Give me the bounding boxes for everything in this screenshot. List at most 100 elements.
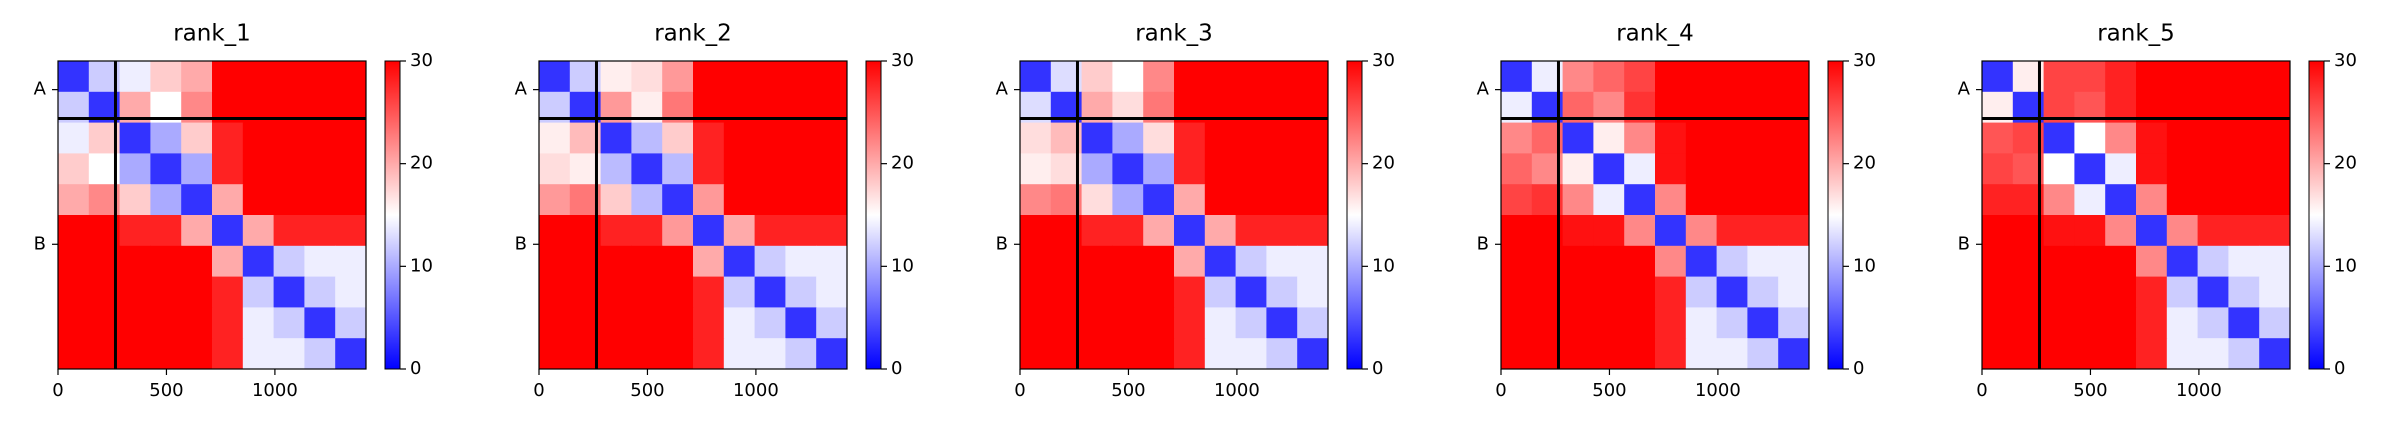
- heat-cell: [2166, 307, 2199, 339]
- heat-cell: [242, 276, 275, 308]
- heat-cell: [1174, 184, 1206, 216]
- heat-cell: [181, 245, 213, 278]
- heat-cell: [58, 153, 90, 185]
- heat-cell: [1020, 276, 1052, 308]
- heat-cell: [1655, 307, 1687, 339]
- heat-cell: [693, 215, 725, 247]
- y-tick-label: A: [34, 79, 47, 100]
- y-tick-label: B: [996, 233, 1008, 254]
- heat-cell: [2197, 338, 2229, 370]
- heat-cell: [2136, 122, 2168, 154]
- heat-cell: [1143, 153, 1175, 185]
- heat-cell: [242, 307, 275, 339]
- heat-cell: [600, 307, 632, 339]
- heat-cell: [1982, 276, 2014, 308]
- heat-cell: [335, 61, 367, 93]
- heat-cell: [304, 307, 336, 339]
- heat-cell: [119, 153, 151, 185]
- heat-cell: [1685, 122, 1718, 154]
- heat-cell: [1593, 245, 1625, 278]
- plot-frame: [538, 60, 848, 370]
- heat-cell: [1982, 245, 2014, 278]
- heat-cell: [1235, 338, 1267, 370]
- heat-cell: [2197, 307, 2229, 339]
- heat-cell: [304, 153, 336, 185]
- heat-cell: [58, 184, 90, 216]
- heat-cell: [1778, 245, 1810, 278]
- heat-cell: [1593, 153, 1625, 185]
- heat-cell: [2074, 61, 2106, 93]
- heat-cell: [1747, 245, 1779, 278]
- heat-cell: [1204, 245, 1237, 278]
- x-tick-label: 500: [1111, 380, 1145, 401]
- heat-cell: [539, 276, 571, 308]
- heat-cell: [1081, 153, 1113, 185]
- heat-cell: [539, 338, 571, 370]
- heat-cell: [1081, 122, 1113, 154]
- heat-cell: [2228, 61, 2260, 93]
- heat-cell: [1778, 338, 1810, 370]
- x-tick-label: 500: [149, 380, 183, 401]
- heat-cell: [631, 307, 663, 339]
- heat-cell: [2259, 276, 2291, 308]
- heat-cell: [2228, 153, 2260, 185]
- heat-cell: [2259, 338, 2291, 370]
- heat-cell: [1235, 184, 1267, 216]
- heat-cell: [1174, 215, 1206, 247]
- heat-cell: [1112, 215, 1144, 247]
- heat-cell: [1020, 215, 1052, 247]
- heat-cell: [1747, 153, 1779, 185]
- heat-cell: [2259, 153, 2291, 185]
- heat-cell: [1747, 276, 1779, 308]
- heat-cell: [1501, 153, 1533, 185]
- heat-cell: [1778, 307, 1810, 339]
- heat-cell: [754, 307, 786, 339]
- heat-cell: [119, 245, 151, 278]
- heat-cell: [600, 276, 632, 308]
- heat-cell: [242, 245, 275, 278]
- heat-cell: [2074, 215, 2106, 247]
- panel: rank_2 0 500 1000 A B 0 10 20 30: [515, 21, 914, 402]
- heat-cell: [212, 153, 244, 185]
- heat-cell: [785, 184, 817, 216]
- x-tick-label: 0: [533, 380, 544, 401]
- heat-cell: [1297, 215, 1329, 247]
- heat-cell: [1235, 215, 1267, 247]
- heat-cell: [1747, 184, 1779, 216]
- heat-cell: [1266, 307, 1298, 339]
- heat-cell: [1174, 245, 1206, 278]
- heat-cell: [693, 184, 725, 216]
- heat-cell: [693, 276, 725, 308]
- colorbar-tick-label: 20: [1372, 153, 1395, 174]
- colorbar-tick-label: 20: [891, 153, 914, 174]
- x-tick-label: 0: [1495, 380, 1506, 401]
- heat-cell: [1624, 245, 1656, 278]
- heat-cell: [600, 61, 632, 93]
- x-tick-label: 0: [1976, 380, 1987, 401]
- y-tick-label: A: [1477, 79, 1490, 100]
- heat-cell: [1204, 338, 1237, 370]
- heat-cell: [1982, 184, 2014, 216]
- heat-cell: [785, 153, 817, 185]
- heat-cell: [2105, 153, 2137, 185]
- y-tick-label: A: [1958, 79, 1971, 100]
- heat-cell: [1655, 215, 1687, 247]
- heat-cell: [539, 153, 571, 185]
- colorbar-tick-label: 20: [1853, 153, 1876, 174]
- panel: rank_3 0 500 1000 A B 0 10 20 30: [996, 21, 1395, 402]
- heat-cell: [2043, 276, 2075, 308]
- heat-cell: [1081, 338, 1113, 370]
- heat-cell: [723, 276, 756, 308]
- heat-cell: [754, 153, 786, 185]
- heat-cell: [662, 338, 694, 370]
- heat-cell: [58, 122, 90, 154]
- heat-cell: [662, 122, 694, 154]
- heat-cell: [212, 338, 244, 370]
- colorbar-tick-label: 20: [410, 153, 433, 174]
- heat-cell: [1266, 338, 1298, 370]
- heat-cell: [2136, 184, 2168, 216]
- plot-frame: [1019, 60, 1329, 370]
- heat-cell: [1174, 338, 1206, 370]
- heat-cell: [2043, 245, 2075, 278]
- heat-cell: [2197, 122, 2229, 154]
